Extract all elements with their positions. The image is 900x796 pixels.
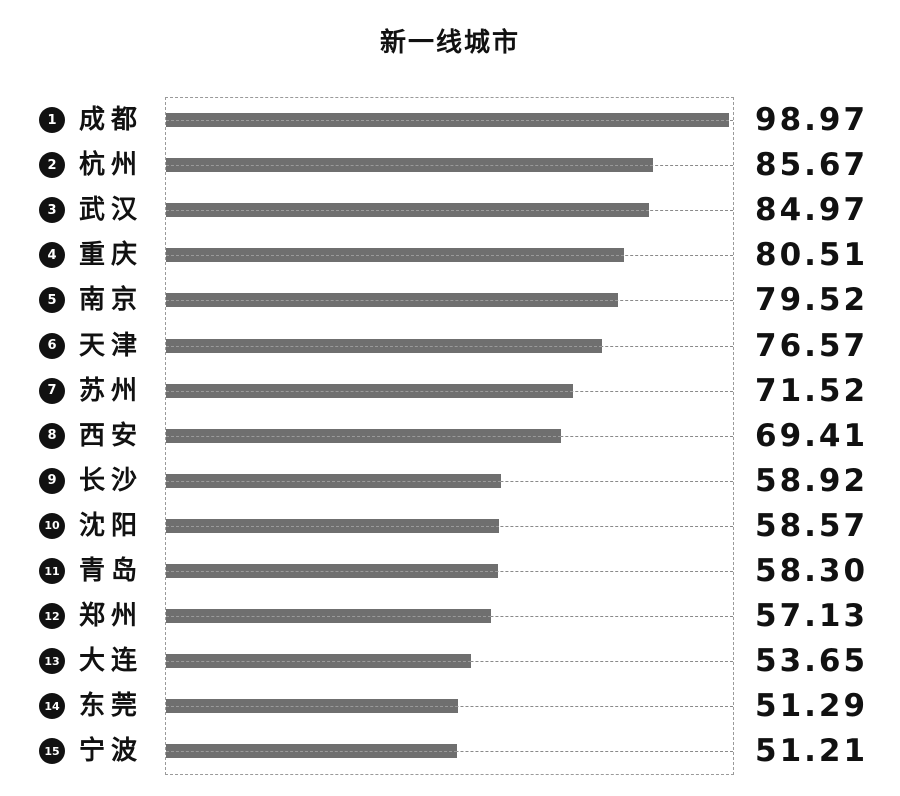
value-label: 51.29 xyxy=(755,688,869,725)
rank-badge: 11 xyxy=(39,558,65,584)
chart-title: 新一线城市 xyxy=(379,28,520,58)
bar-center-line xyxy=(166,571,498,572)
category-label: 武汉 xyxy=(79,195,144,226)
rank-badge: 9 xyxy=(39,467,65,494)
value-label: 57.13 xyxy=(755,598,869,635)
rank-badge: 10 xyxy=(39,512,65,539)
rank-badge: 7 xyxy=(39,377,65,404)
category-label: 西安 xyxy=(79,420,144,451)
category-label: 沈阳 xyxy=(79,510,144,541)
bar-center-line xyxy=(166,165,654,167)
rank-badge: 3 xyxy=(39,197,65,224)
bar-center-line xyxy=(166,300,619,302)
bar-center-line xyxy=(166,751,458,753)
value-label: 53.65 xyxy=(755,643,869,680)
value-label: 84.97 xyxy=(755,192,869,229)
bar-center-line xyxy=(166,525,500,527)
bar-center-line xyxy=(166,255,624,257)
rank-badge: 13 xyxy=(39,648,65,675)
rank-badge: 8 xyxy=(39,422,65,449)
value-label: 80.51 xyxy=(755,237,869,274)
bar-center-line xyxy=(166,435,561,437)
bar-center-line xyxy=(166,210,650,212)
bar-center-line xyxy=(166,390,573,392)
bar-center-line xyxy=(166,616,491,618)
value-label: 58.30 xyxy=(755,553,869,589)
bar-center-line xyxy=(166,120,729,121)
category-label: 郑州 xyxy=(79,601,144,632)
value-label: 71.52 xyxy=(755,372,869,409)
category-label: 大连 xyxy=(79,646,144,677)
category-label: 成都 xyxy=(79,105,144,135)
category-label: 长沙 xyxy=(79,465,144,496)
bar-center-line xyxy=(166,661,472,663)
value-label: 79.52 xyxy=(755,282,869,319)
rank-badge: 4 xyxy=(39,242,65,269)
value-label: 98.97 xyxy=(755,102,869,138)
bar-center-line xyxy=(166,345,602,347)
rank-badge: 5 xyxy=(39,287,65,314)
value-label: 76.57 xyxy=(755,327,869,364)
bar-center-line xyxy=(166,706,458,708)
value-label: 58.92 xyxy=(755,462,869,499)
rank-badge: 15 xyxy=(39,738,65,765)
category-label: 宁波 xyxy=(79,736,144,767)
bar-center-line xyxy=(166,480,502,482)
category-label: 苏州 xyxy=(79,375,144,406)
category-label: 天津 xyxy=(79,330,144,361)
value-label: 51.21 xyxy=(755,733,869,770)
rank-badge: 6 xyxy=(39,332,65,359)
category-label: 南京 xyxy=(79,285,144,316)
plot-frame xyxy=(165,97,734,775)
value-label: 85.67 xyxy=(755,147,869,184)
value-label: 69.41 xyxy=(755,417,869,454)
rank-badge: 12 xyxy=(39,603,65,630)
rank-badge: 14 xyxy=(39,693,65,720)
rank-badge: 1 xyxy=(39,107,65,133)
category-label: 东莞 xyxy=(79,691,144,722)
category-label: 青岛 xyxy=(79,556,144,586)
category-label: 重庆 xyxy=(79,240,144,271)
category-label: 杭州 xyxy=(79,150,144,181)
value-label: 58.57 xyxy=(755,507,869,544)
rank-badge: 2 xyxy=(39,152,65,179)
